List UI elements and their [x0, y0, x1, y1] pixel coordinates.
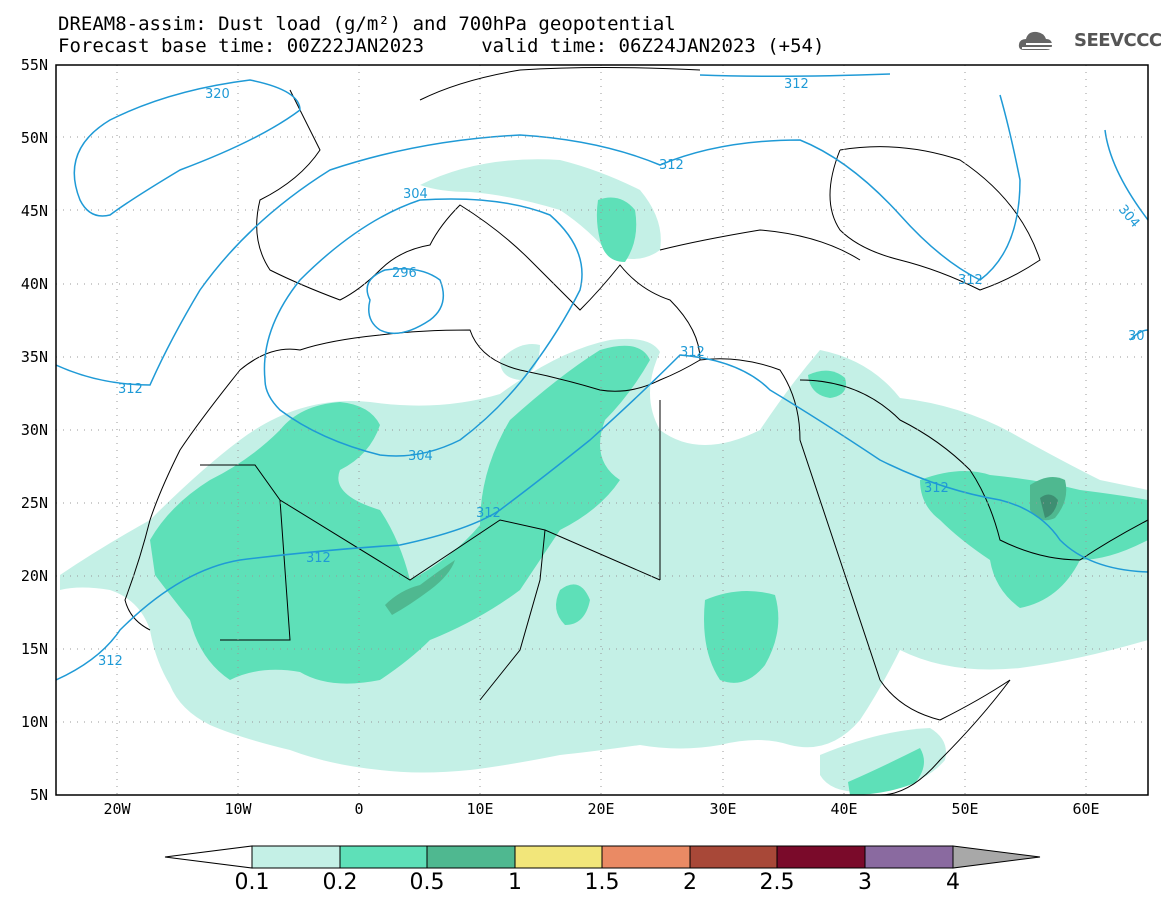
colorbar-label: 1.5 — [584, 870, 620, 895]
colorbar-label: 0.2 — [322, 870, 358, 895]
contour-label: 320 — [205, 87, 230, 102]
lat-label: 40N — [20, 275, 48, 293]
colorbar-label: 0.1 — [234, 870, 270, 895]
colorbar-label: 1 — [508, 870, 522, 895]
lat-label: 20N — [20, 567, 48, 585]
contour-label: 312 — [680, 345, 705, 360]
contour-label: 304 — [403, 187, 428, 202]
contour-label: 312 — [659, 158, 684, 173]
colorbar-label: 2 — [683, 870, 697, 895]
contour-label: 312 — [98, 654, 123, 669]
lon-label: 30E — [709, 800, 737, 818]
contour-label: 312 — [924, 481, 949, 496]
contour-label: 312 — [958, 273, 983, 288]
colorbar-label: 2.5 — [759, 870, 795, 895]
lat-label: 30N — [20, 421, 48, 439]
contour-label: 312 — [118, 382, 143, 397]
map-title: DREAM8-assim: Dust load (g/m²) and 700hP… — [58, 13, 676, 35]
lat-label: 25N — [20, 494, 48, 512]
forecast-time-line: Forecast base time: 00Z22JAN2023 valid t… — [58, 35, 825, 57]
lat-label: 10N — [20, 713, 48, 731]
lon-label: 10W — [224, 800, 252, 818]
contour-label: 312 — [784, 77, 809, 92]
lon-label: 0 — [354, 800, 364, 818]
lat-label: 5N — [29, 786, 48, 804]
dust-darker-areas — [1040, 494, 1058, 518]
geopotential-contours — [56, 73, 1148, 681]
lat-label: 35N — [20, 348, 48, 366]
lat-label: 50N — [20, 129, 48, 147]
logo-text: SEEVCCC — [1074, 30, 1162, 51]
lon-label: 40E — [830, 800, 858, 818]
colorbar — [164, 845, 1041, 869]
lon-label: 50E — [951, 800, 979, 818]
contour-label: 304 — [408, 449, 433, 464]
lon-label: 20W — [103, 800, 131, 818]
lon-label: 20E — [587, 800, 615, 818]
colorbar-label: 3 — [858, 870, 872, 895]
lat-label: 15N — [20, 640, 48, 658]
lat-label: 55N — [20, 56, 48, 74]
contour-label: 30 — [1128, 329, 1145, 344]
lon-label: 10E — [466, 800, 494, 818]
map-frame — [55, 64, 1149, 796]
contour-label: 312 — [306, 551, 331, 566]
coastlines — [124, 67, 1148, 795]
cloud-logo-icon — [1018, 31, 1054, 50]
lon-label: 60E — [1072, 800, 1100, 818]
contour-label: 312 — [476, 506, 501, 521]
colorbar-label: 4 — [946, 870, 960, 895]
lat-lon-grid — [56, 65, 1148, 795]
colorbar-label: 0.5 — [409, 870, 445, 895]
contour-label: 296 — [392, 266, 417, 281]
lat-label: 45N — [20, 202, 48, 220]
